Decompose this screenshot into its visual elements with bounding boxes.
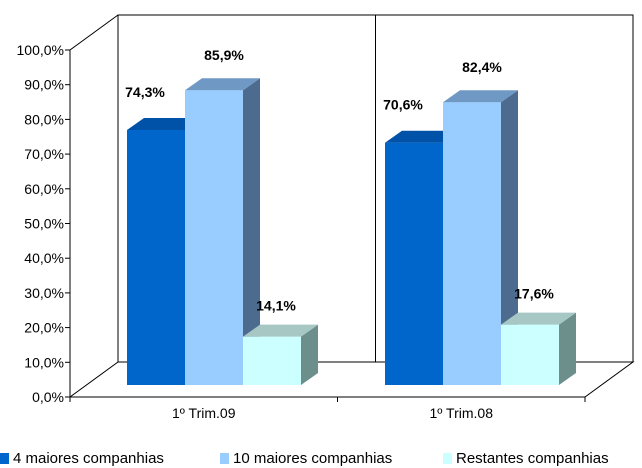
bar-top bbox=[385, 130, 460, 143]
y-axis-line bbox=[69, 14, 119, 397]
legend: 4 maiores companhias 10 maiores companhi… bbox=[0, 448, 642, 468]
data-label: 14,1% bbox=[256, 298, 296, 314]
bar bbox=[501, 324, 559, 385]
bar-top bbox=[243, 324, 318, 337]
legend-label-0: 4 maiores companhias bbox=[13, 449, 164, 467]
legend-label-1: 10 maiores companhias bbox=[233, 449, 393, 467]
bar-side bbox=[301, 324, 318, 385]
bar-top bbox=[443, 90, 518, 103]
bar bbox=[443, 102, 501, 386]
y-tick-label: 10,0% bbox=[24, 354, 64, 370]
data-label: 85,9% bbox=[204, 47, 244, 63]
y-tick-label: 20,0% bbox=[24, 320, 64, 336]
bar bbox=[243, 336, 301, 385]
legend-swatch-0 bbox=[0, 452, 9, 464]
bar bbox=[127, 130, 185, 385]
bar-top bbox=[185, 78, 260, 91]
chart: 0,0% 10,0% 20,0% 30,0% 40,0% 50,0% 60,0% 70,0% 8… bbox=[17, 14, 635, 421]
y-tick-label: 0,0% bbox=[32, 389, 64, 405]
bar bbox=[385, 142, 443, 385]
legend-label-2: Restantes companhias bbox=[456, 449, 609, 467]
y-tick-label: 70,0% bbox=[24, 146, 64, 162]
data-label: 82,4% bbox=[462, 59, 502, 75]
y-tick-label: 60,0% bbox=[24, 181, 64, 197]
floor bbox=[68, 361, 635, 398]
y-tick-label: 80,0% bbox=[24, 111, 64, 127]
bar-top bbox=[501, 312, 576, 325]
legend-swatch-2 bbox=[443, 452, 452, 464]
y-tick-label: 100,0% bbox=[17, 42, 64, 58]
x-category-label: 1º Trim.08 bbox=[430, 405, 494, 421]
bar-side bbox=[243, 78, 260, 386]
y-tick-label: 40,0% bbox=[24, 250, 64, 266]
bar-side bbox=[501, 90, 518, 386]
x-category-label: 1º Trim.09 bbox=[172, 405, 236, 421]
data-label: 70,6% bbox=[383, 97, 423, 113]
legend-item-0: 4 maiores companhias bbox=[0, 448, 164, 468]
legend-swatch-1 bbox=[220, 452, 229, 464]
bar-top bbox=[127, 118, 202, 130]
y-tick-label: 50,0% bbox=[24, 216, 64, 232]
y-tick-label: 30,0% bbox=[24, 285, 64, 301]
data-label: 17,6% bbox=[514, 286, 554, 302]
legend-item-2: Restantes companhias bbox=[443, 448, 609, 468]
bar bbox=[185, 90, 243, 386]
data-label: 74,3% bbox=[125, 84, 165, 100]
bar-side bbox=[559, 312, 576, 385]
y-tick-label: 90,0% bbox=[24, 77, 64, 93]
legend-item-1: 10 maiores companhias bbox=[220, 448, 392, 468]
